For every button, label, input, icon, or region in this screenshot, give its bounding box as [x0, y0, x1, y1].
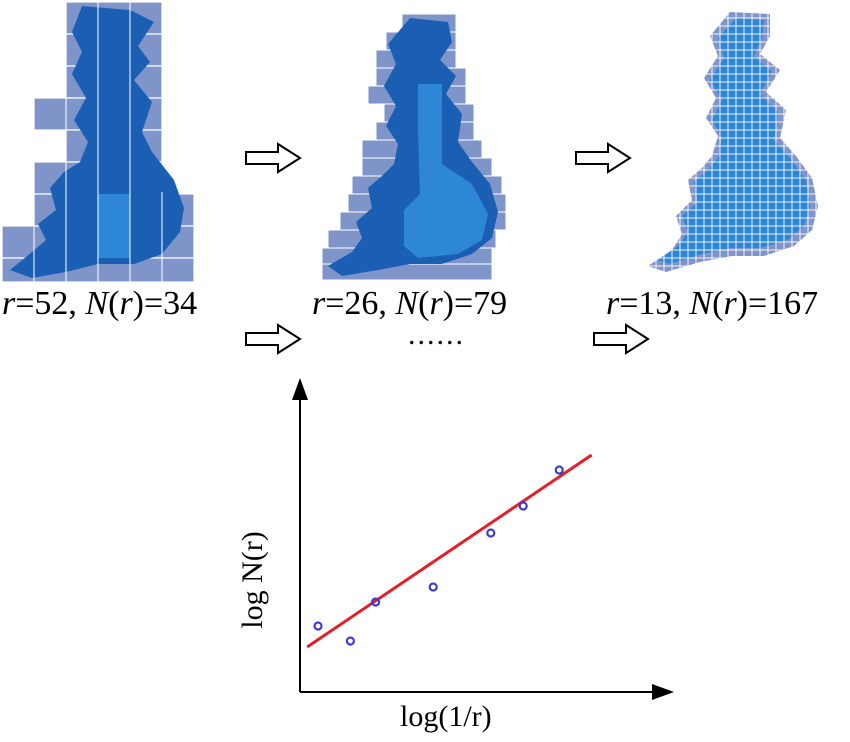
data-point — [345, 636, 356, 646]
data-point — [554, 465, 564, 475]
data-point — [371, 597, 381, 607]
x-axis-label: log(1/r) — [400, 700, 492, 733]
data-point — [518, 501, 528, 511]
y-axis-label: log N(r) — [236, 531, 269, 629]
arrow-right-icon — [575, 142, 632, 174]
caption-fine: r=13, N(r)=167 — [606, 285, 819, 322]
x-axis — [300, 684, 674, 700]
arrow-right-icon — [245, 142, 302, 174]
data-point — [428, 582, 438, 592]
map-panel-fine — [648, 10, 818, 278]
map-panel-coarse — [2, 2, 194, 282]
caption-medium: r=26, N(r)=79 — [312, 285, 508, 322]
caption-coarse: r=52, N(r)=34 — [2, 285, 198, 322]
map-panel-medium — [322, 14, 507, 280]
loglog-plot — [292, 378, 674, 700]
inner-box — [98, 194, 130, 258]
y-axis — [292, 378, 308, 692]
fit-line — [306, 453, 593, 649]
data-point — [313, 621, 323, 631]
ellipsis: ...... — [408, 318, 465, 351]
arrow-right-icon — [593, 323, 650, 355]
britain-map-shape — [10, 6, 184, 278]
inner-region — [404, 84, 488, 258]
arrow-right-icon — [245, 323, 302, 355]
data-point — [486, 528, 496, 538]
